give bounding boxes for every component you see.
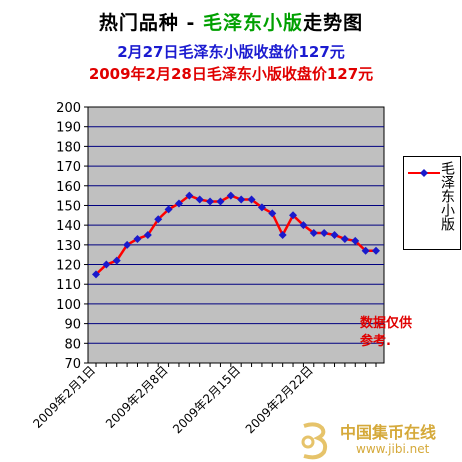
data-point bbox=[278, 231, 287, 239]
jibi-logo-icon bbox=[301, 422, 328, 460]
y-tick-label: 90 bbox=[64, 318, 81, 333]
data-point bbox=[206, 197, 215, 206]
legend-label: 毛泽东小版 bbox=[439, 161, 455, 231]
data-point bbox=[247, 195, 256, 204]
watermark-name: 中国集币在线 bbox=[340, 423, 437, 442]
chart-title: 热门品种 - 毛泽东小版走势图 bbox=[0, 8, 462, 35]
y-tick-label: 140 bbox=[56, 219, 81, 234]
y-tick-label: 120 bbox=[56, 259, 81, 274]
data-point bbox=[216, 197, 225, 206]
y-tick-label: 110 bbox=[56, 278, 81, 293]
data-point bbox=[309, 229, 318, 238]
title-main: 热门品种 bbox=[98, 12, 179, 34]
data-point bbox=[351, 236, 360, 245]
y-tick-label: 130 bbox=[56, 239, 81, 254]
data-point bbox=[195, 195, 204, 204]
legend-marker-icon bbox=[408, 169, 440, 177]
y-tick-label: 70 bbox=[64, 357, 81, 372]
y-tick-label: 180 bbox=[56, 140, 81, 155]
data-point bbox=[154, 215, 163, 224]
subtitle-2: 2009年2月28日毛泽东小版收盘价127元 bbox=[88, 65, 374, 83]
y-tick-label: 200 bbox=[56, 101, 81, 116]
data-point bbox=[226, 191, 235, 200]
data-point bbox=[340, 234, 349, 243]
data-point bbox=[92, 270, 100, 279]
watermark-url: www.jibi.net bbox=[356, 442, 430, 456]
data-point bbox=[133, 234, 142, 243]
data-point bbox=[185, 191, 194, 200]
y-tick-label: 80 bbox=[64, 337, 81, 352]
data-point bbox=[257, 203, 266, 212]
data-point bbox=[289, 211, 298, 220]
data-point bbox=[372, 246, 380, 255]
data-point bbox=[164, 205, 173, 214]
data-point bbox=[237, 195, 246, 204]
data-point bbox=[174, 199, 183, 208]
data-point bbox=[268, 209, 277, 218]
y-tick-label: 170 bbox=[56, 160, 81, 175]
title-product: 毛泽东小版 bbox=[203, 12, 304, 34]
data-point bbox=[299, 221, 308, 230]
y-tick-label: 160 bbox=[56, 180, 81, 195]
x-tick-label: 2009年2月15日 bbox=[170, 363, 243, 436]
disclaimer-note: 数据仅供参考. bbox=[360, 316, 413, 349]
x-tick-label: 2009年2月1日 bbox=[30, 363, 98, 431]
data-point bbox=[143, 231, 152, 239]
title-separator: - bbox=[178, 12, 204, 34]
title-suffix: 走势图 bbox=[303, 12, 364, 34]
series-line bbox=[95, 194, 376, 276]
y-tick-label: 190 bbox=[56, 121, 81, 136]
x-tick-label: 2009年2月8日 bbox=[103, 363, 171, 431]
y-tick-label: 150 bbox=[56, 199, 81, 214]
plot-area bbox=[87, 106, 385, 364]
data-point bbox=[123, 240, 132, 249]
data-point bbox=[330, 231, 339, 239]
data-point bbox=[361, 246, 370, 255]
legend: 毛泽东小版 bbox=[403, 156, 461, 250]
data-point bbox=[112, 256, 121, 265]
data-point bbox=[102, 260, 111, 269]
y-tick-label: 100 bbox=[56, 298, 81, 313]
subtitle-1: 2月27日毛泽东小版收盘价127元 bbox=[117, 43, 345, 61]
data-point bbox=[320, 229, 329, 238]
